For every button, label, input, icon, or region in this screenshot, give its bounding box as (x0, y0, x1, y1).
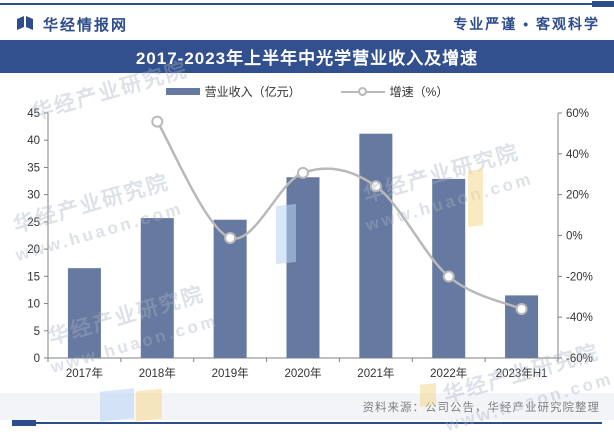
right-axis-label: -40% (566, 312, 593, 324)
chart-title: 2017-2023年上半年中光学营业收入及增速 (135, 49, 479, 68)
left-axis-label: 45 (27, 108, 40, 120)
bar-2017年 (67, 268, 101, 358)
header: 华经情报网 专业严谨 • 客观科学 (0, 8, 614, 40)
legend-bar-label: 营业收入（亿元） (204, 84, 301, 99)
book-logo-icon (14, 13, 36, 35)
growth-point-0 (151, 115, 164, 128)
line-swatch-icon (340, 86, 385, 96)
x-axis-label: 2019年 (212, 366, 249, 380)
title-banner: 2017-2023年上半年中光学营业收入及增速 (0, 40, 614, 73)
source-text: 资料来源：公司公告，华经产业研究院整理 (362, 401, 600, 414)
legend-item-growth: 增速（%） (340, 83, 449, 100)
right-axis-label: 0% (566, 231, 583, 243)
header-slogan: 专业严谨 • 客观科学 (453, 16, 600, 32)
x-axis-label: 2023年H1 (496, 366, 548, 380)
left-axis-label: 0 (34, 353, 40, 365)
growth-point-4 (442, 270, 455, 283)
left-axis-label: 25 (27, 217, 40, 229)
source-strip: 资料来源：公司公告，华经产业研究院整理 (0, 393, 614, 420)
bar-swatch-icon (165, 87, 200, 95)
growth-point-3 (369, 180, 382, 193)
infographic-canvas: 华经情报网 专业严谨 • 客观科学 2017-2023年上半年中光学营业收入及增… (0, 0, 614, 434)
growth-point-5 (515, 303, 528, 315)
legend-item-revenue: 营业收入（亿元） (165, 83, 301, 100)
left-axis-label: 35 (27, 162, 40, 174)
right-axis-label: 60% (566, 108, 589, 120)
left-axis-label: 30 (27, 190, 40, 202)
left-axis-label: 20 (27, 244, 40, 256)
bar-2022年 (432, 178, 466, 358)
legend-line-label: 增速（%） (389, 84, 449, 99)
brand: 华经情报网 (14, 13, 128, 35)
left-axis-label: 40 (27, 135, 40, 147)
x-axis-label: 2020年 (284, 366, 321, 380)
growth-point-1 (224, 231, 237, 244)
left-axis-label: 15 (27, 271, 40, 283)
right-axis-label: 40% (566, 149, 589, 161)
brand-name: 华经情报网 (43, 16, 129, 34)
x-axis-label: 2021年 (357, 366, 394, 380)
chart-canvas: 0 5 10 15 20 25 30 35 40 45 -60% -40% -20% 0% 20% 40% 60… (27, 108, 593, 380)
x-axis-label: 2022年 (430, 366, 467, 380)
bottom-rule (14, 422, 602, 424)
top-rule (0, 3, 596, 5)
x-axis-label: 2018年 (139, 366, 176, 380)
growth-line (156, 120, 523, 311)
legend: 营业收入（亿元） 增速（%） (0, 81, 614, 101)
bar-2021年 (359, 133, 393, 358)
growth-point-2 (297, 166, 309, 179)
x-axis-label: 2017年 (66, 366, 103, 380)
right-axis-label: -20% (566, 271, 593, 283)
top-rule-dash (592, 1, 614, 7)
right-axis-label: -60% (566, 353, 593, 365)
right-axis-label: 20% (566, 190, 589, 202)
bottom-rule-dash (12, 420, 36, 426)
left-axis-label: 5 (34, 326, 40, 338)
bar-2020年 (286, 177, 320, 358)
left-axis-label: 10 (27, 299, 40, 311)
bar-2018年 (140, 218, 174, 358)
